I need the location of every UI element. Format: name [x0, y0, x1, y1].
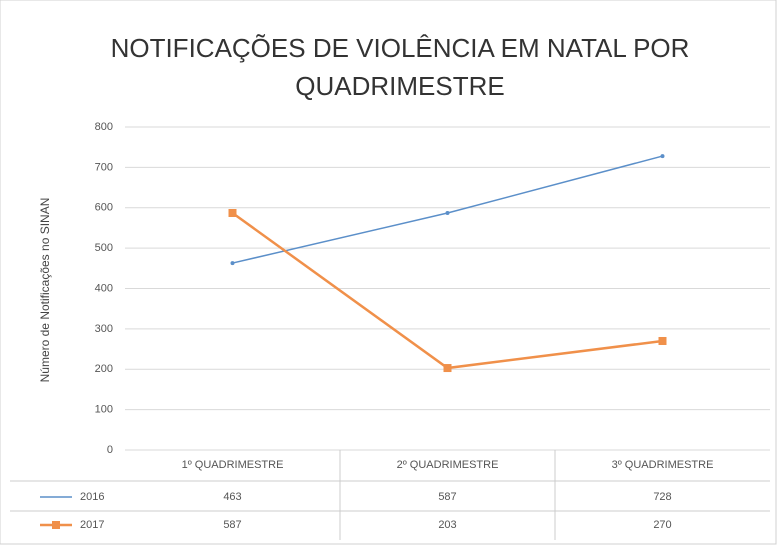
chart-title-line2: QUADRIMESTRE [295, 71, 504, 101]
table-value: 463 [223, 491, 241, 503]
y-tick-label: 100 [95, 404, 113, 416]
x-tick-label: 1º QUADRIMESTRE [182, 459, 284, 471]
point [445, 210, 450, 215]
legend-marker [52, 521, 60, 529]
table-value: 270 [653, 519, 671, 531]
legend-label: 2016 [80, 491, 104, 503]
y-tick-label: 600 [95, 202, 113, 214]
y-tick-label: 700 [95, 161, 113, 173]
table-value: 587 [438, 491, 456, 503]
x-tick-label: 2º QUADRIMESTRE [397, 459, 499, 471]
y-tick-label: 300 [95, 323, 113, 335]
y-tick-label: 400 [95, 282, 113, 294]
table-value: 728 [653, 491, 671, 503]
x-tick-label: 3º QUADRIMESTRE [612, 459, 714, 471]
point [660, 154, 665, 159]
point [230, 261, 235, 266]
point [443, 364, 452, 373]
point [228, 208, 237, 217]
y-tick-label: 200 [95, 363, 113, 375]
point [658, 336, 667, 345]
chart-title: NOTIFICAÇÕES DE VIOLÊNCIA EM NATAL POR [111, 33, 690, 63]
y-tick-label: 500 [95, 242, 113, 254]
table-value: 203 [438, 519, 456, 531]
table-value: 587 [223, 519, 241, 531]
y-tick-label: 800 [95, 121, 113, 133]
legend-label: 2017 [80, 519, 104, 531]
y-axis-title: Número de Notificações no SINAN [38, 198, 52, 383]
y-tick-label: 0 [107, 444, 113, 456]
